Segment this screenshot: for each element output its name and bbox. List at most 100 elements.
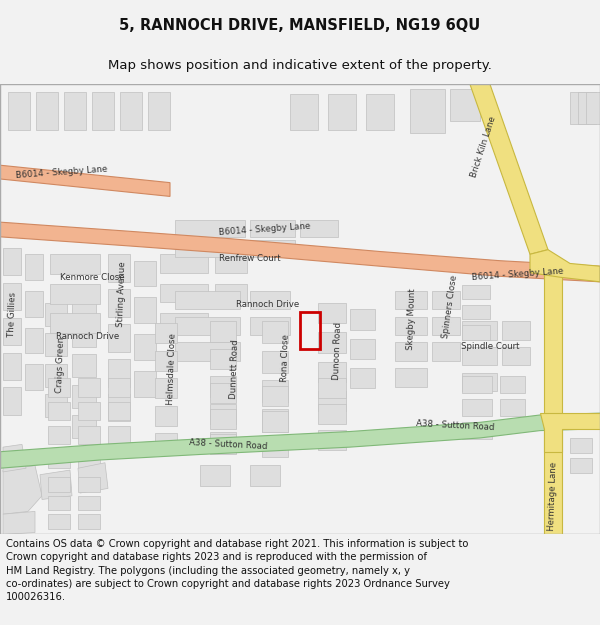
Bar [25,328,43,354]
Bar [108,254,130,282]
Text: Craigs Green: Craigs Green [55,336,65,392]
Bar [350,368,375,388]
Bar [48,496,70,511]
Bar [210,409,236,429]
Bar [210,434,236,454]
Bar [350,339,375,359]
Bar [134,371,156,397]
Bar [78,402,100,421]
Bar [290,94,318,130]
Bar [300,220,338,237]
Bar [432,342,460,361]
Bar [502,347,530,366]
Bar [160,254,208,272]
Bar [410,89,445,133]
Bar [262,351,288,372]
Text: Spindle Court: Spindle Court [461,342,519,351]
Bar [48,514,70,529]
Bar [134,261,156,286]
Bar [250,241,295,257]
Polygon shape [3,466,42,514]
Bar [250,317,290,335]
Bar [175,317,240,335]
Bar [175,241,245,257]
Text: B6014 - Skegby Lane: B6014 - Skegby Lane [472,267,564,282]
Bar [50,254,100,274]
Polygon shape [0,413,600,468]
Bar [50,313,100,333]
Text: Renfrew Court: Renfrew Court [219,254,281,263]
Bar [318,378,346,399]
Polygon shape [40,470,72,499]
Bar [3,388,21,415]
Bar [72,294,96,317]
Bar [48,450,70,468]
Bar [366,94,394,130]
Bar [108,426,130,444]
Bar [500,376,525,393]
Text: A38 - Sutton Road: A38 - Sutton Road [188,438,268,451]
Bar [432,317,460,335]
Bar [72,384,96,408]
Bar [210,321,236,341]
Bar [108,378,130,397]
Bar [462,305,490,319]
Bar [318,362,346,382]
Bar [502,321,530,339]
Polygon shape [3,444,26,472]
Bar [395,368,427,386]
Bar [3,282,21,310]
Polygon shape [540,413,600,452]
Bar [48,378,70,397]
Bar [250,220,295,237]
Text: Hermitage Lane: Hermitage Lane [547,461,559,531]
Bar [586,92,600,124]
Bar [462,422,492,439]
Bar [215,254,247,272]
Bar [210,376,236,397]
Bar [108,359,130,386]
Bar [78,514,100,529]
Bar [78,378,100,397]
Bar [108,289,130,317]
Text: Contains OS data © Crown copyright and database right 2021. This information is : Contains OS data © Crown copyright and d… [6,539,469,602]
Bar [48,478,70,492]
Bar [318,391,346,411]
Polygon shape [530,249,600,282]
Bar [570,458,592,473]
Text: Rona Close: Rona Close [280,334,290,382]
Bar [155,351,177,371]
Bar [175,291,240,309]
Bar [134,334,156,360]
Bar [72,415,96,438]
Text: 5, RANNOCH DRIVE, MANSFIELD, NG19 6QU: 5, RANNOCH DRIVE, MANSFIELD, NG19 6QU [119,18,481,32]
Bar [134,298,156,323]
Bar [500,399,525,416]
Bar [432,291,460,309]
Text: A38 - Sutton Road: A38 - Sutton Road [416,419,494,432]
Bar [395,291,427,309]
Text: The Gillies: The Gillies [7,291,17,337]
Bar [250,291,290,309]
Bar [78,496,100,511]
Polygon shape [470,84,548,254]
Bar [570,92,588,124]
Text: B6014 - Skegby Lane: B6014 - Skegby Lane [16,165,108,180]
Bar [25,364,43,390]
Bar [262,437,288,458]
Polygon shape [3,511,35,534]
Bar [175,220,245,237]
Bar [160,284,208,302]
Bar [160,313,208,331]
Polygon shape [0,222,600,282]
Text: Dunoon Road: Dunoon Road [332,321,344,380]
Bar [72,324,96,347]
Text: Rannoch Drive: Rannoch Drive [236,300,299,309]
Bar [72,354,96,377]
Bar [210,431,236,452]
Bar [108,324,130,352]
Bar [45,394,67,417]
Bar [262,409,288,431]
Bar [395,317,427,335]
Text: Dunnett Road: Dunnett Road [229,339,241,399]
